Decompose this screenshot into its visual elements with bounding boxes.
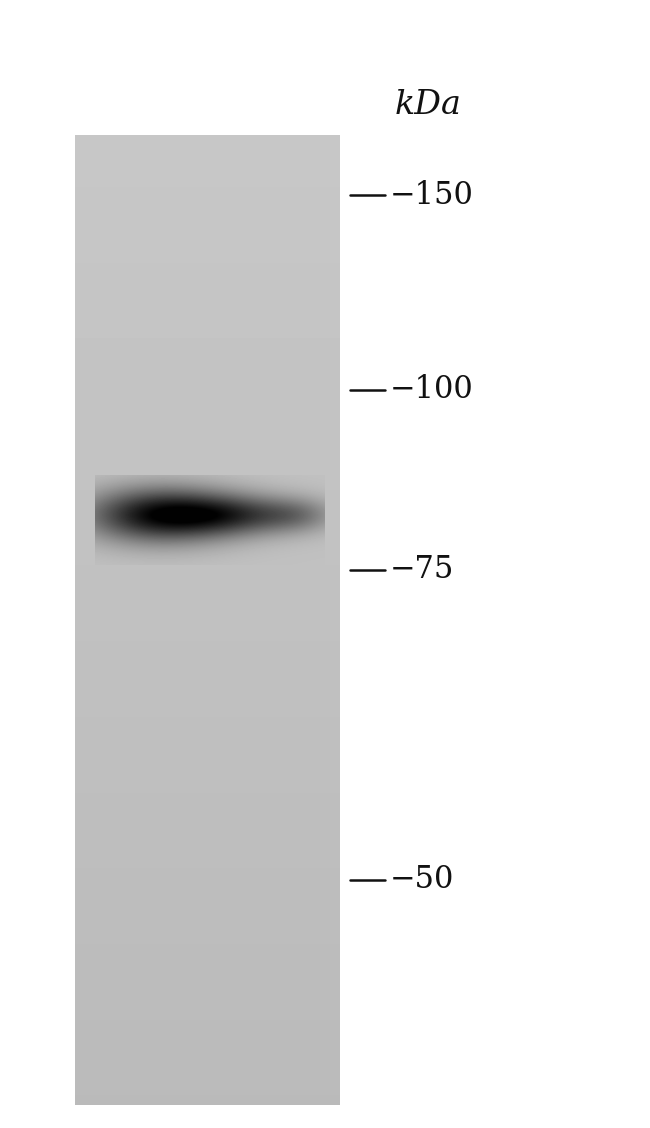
Text: −150: −150 <box>390 179 474 211</box>
Text: −50: −50 <box>390 864 454 896</box>
Text: −100: −100 <box>390 374 474 405</box>
Text: −75: −75 <box>390 555 454 585</box>
Text: kDa: kDa <box>395 89 462 121</box>
